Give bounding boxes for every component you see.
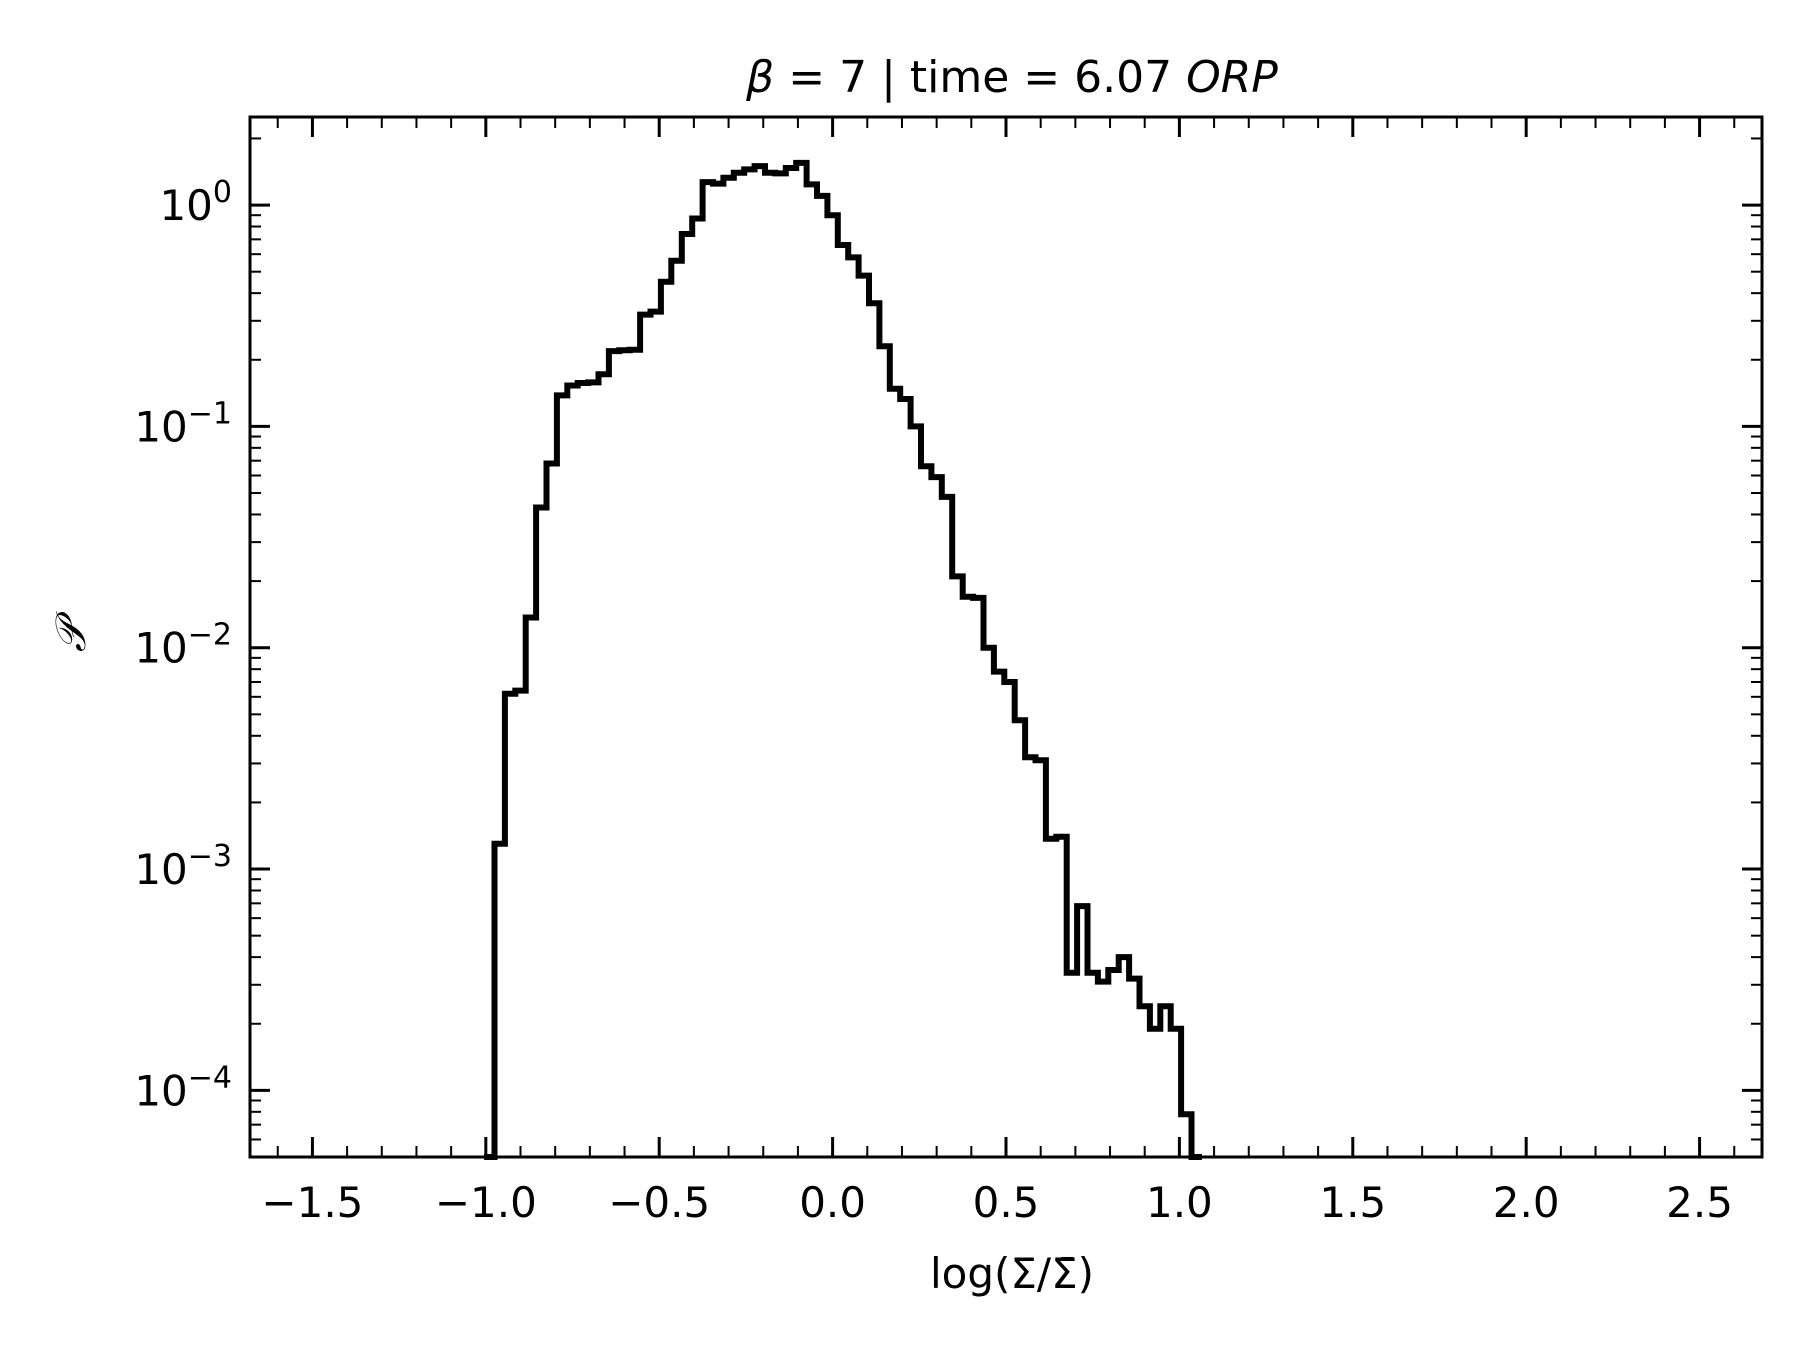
x-tick-label: 0.0 (799, 1178, 866, 1227)
x-tick-label: 2.5 (1666, 1178, 1733, 1227)
axis-ticks (250, 117, 1762, 1158)
x-tick-label: −1.0 (435, 1178, 537, 1227)
histogram-series-line (484, 159, 1202, 1160)
x-tick-label: 0.5 (973, 1178, 1040, 1227)
x-tick-label: 1.5 (1319, 1178, 1386, 1227)
x-tick-label: −0.5 (608, 1178, 710, 1227)
y-tick-label: 10−2 (134, 618, 232, 673)
axis-tick-labels: −1.5 −1.0 −0.5 0.0 0.5 1.0 1.5 2.0 2.5 100 10−1 10−… (134, 175, 1733, 1227)
y-tick-label: 100 (159, 175, 232, 230)
chart-title: β = 7 | time = 6.07 ORP (745, 52, 1278, 103)
title-beta: β (745, 52, 774, 103)
title-main: = 7 | time = 6.07 (774, 52, 1186, 103)
x-axis-label: log(Σ/Σ̄) (930, 1249, 1094, 1298)
x-tick-label: 2.0 (1493, 1178, 1560, 1227)
x-tick-label: −1.5 (261, 1178, 363, 1227)
y-tick-label: 10−1 (134, 396, 232, 451)
plot-frame (248, 115, 1764, 1159)
y-tick-label: 10−3 (134, 839, 232, 894)
x-tick-label: 1.0 (1146, 1178, 1213, 1227)
y-tick-label: 10−4 (134, 1060, 232, 1115)
title-unit: ORP (1186, 52, 1278, 103)
